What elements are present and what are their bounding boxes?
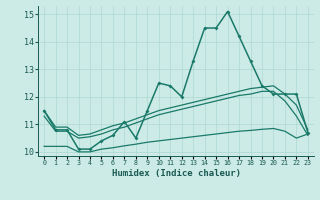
X-axis label: Humidex (Indice chaleur): Humidex (Indice chaleur) bbox=[111, 169, 241, 178]
